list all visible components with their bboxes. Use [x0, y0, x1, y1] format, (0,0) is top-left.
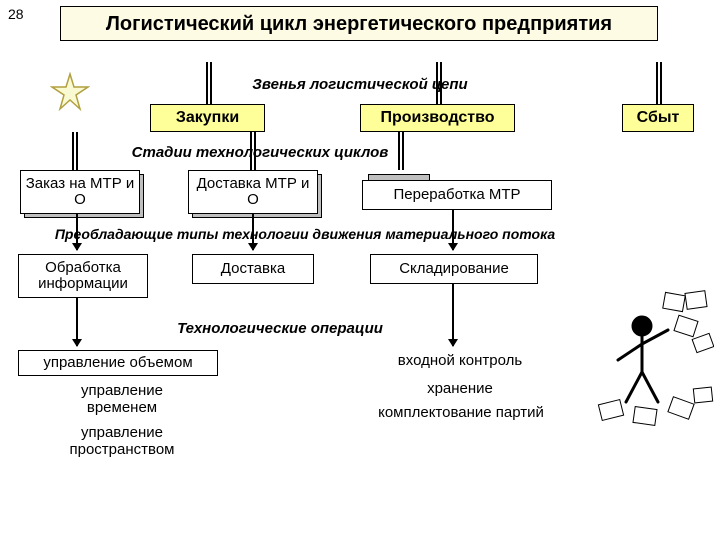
arrow-down-icon: [76, 214, 78, 250]
row1-sbyt: Сбыт: [622, 104, 694, 132]
row2-zakaz: Заказ на МТР и О: [20, 170, 140, 214]
ops-left-2: управление пространством: [42, 424, 202, 458]
arrow-down-icon: [452, 210, 454, 250]
ops-left-1: управление временем: [52, 382, 192, 416]
ops-right-3: комплектование партий: [376, 404, 546, 421]
row3-obrabotka: Обработка информации: [18, 254, 148, 298]
page-number: 28: [8, 6, 24, 22]
section-4-text: Технологические операции: [177, 320, 383, 337]
connector: [398, 132, 404, 170]
row3-c-text: Складирование: [399, 261, 509, 278]
section-2-label: Стадии технологических циклов: [0, 144, 520, 161]
ops-left-head: управление объемом: [18, 350, 218, 376]
row3-b-text: Доставка: [221, 261, 285, 278]
row2-c-text: Переработка МТР: [393, 187, 520, 204]
section-3-label: Преобладающие типы технологии движения м…: [0, 226, 610, 242]
ops-right-1-text: входной контроль: [398, 352, 522, 369]
ops-right-2-text: хранение: [427, 380, 493, 397]
row2-dostavka: Доставка МТР и О: [188, 170, 318, 214]
title-box: Логистический цикл энергетического предп…: [60, 6, 658, 41]
row1-a-text: Закупки: [176, 109, 239, 127]
row2-b-text: Доставка МТР и О: [193, 176, 313, 209]
connector: [72, 132, 78, 170]
arrow-down-icon: [452, 284, 454, 346]
section-3-text: Преобладающие типы технологии движения м…: [55, 226, 555, 242]
row1-b-text: Производство: [380, 109, 494, 127]
ops-left-2-text: управление пространством: [70, 424, 175, 458]
row3-a-text: Обработка информации: [23, 260, 143, 293]
section-1-text: Звенья логистической цепи: [252, 76, 467, 93]
ops-right-3-text: комплектование партий: [378, 404, 544, 421]
row3-dostavka: Доставка: [192, 254, 314, 284]
arrow-down-icon: [76, 298, 78, 346]
section-2-text: Стадии технологических циклов: [132, 144, 389, 161]
ops-left-head-text: управление объемом: [43, 355, 192, 372]
figure-icon: [594, 290, 714, 430]
arrow-down-icon: [252, 214, 254, 250]
row2-a-text: Заказ на МТР и О: [25, 176, 135, 209]
section-1-label: Звенья логистической цепи: [0, 76, 720, 93]
row3-sklad: Складирование: [370, 254, 538, 284]
ops-right-2: хранение: [400, 380, 520, 397]
row1-proizvodstvo: Производство: [360, 104, 515, 132]
row1-c-text: Сбыт: [637, 109, 680, 127]
row2-pererabotka: Переработка МТР: [362, 180, 552, 210]
row1-zakupki: Закупки: [150, 104, 265, 132]
connector: [250, 132, 256, 170]
title-text: Логистический цикл энергетического предп…: [106, 13, 612, 35]
section-4-label: Технологические операции: [0, 320, 560, 337]
ops-right-1: входной контроль: [370, 352, 550, 369]
ops-left-1-text: управление временем: [81, 382, 163, 416]
